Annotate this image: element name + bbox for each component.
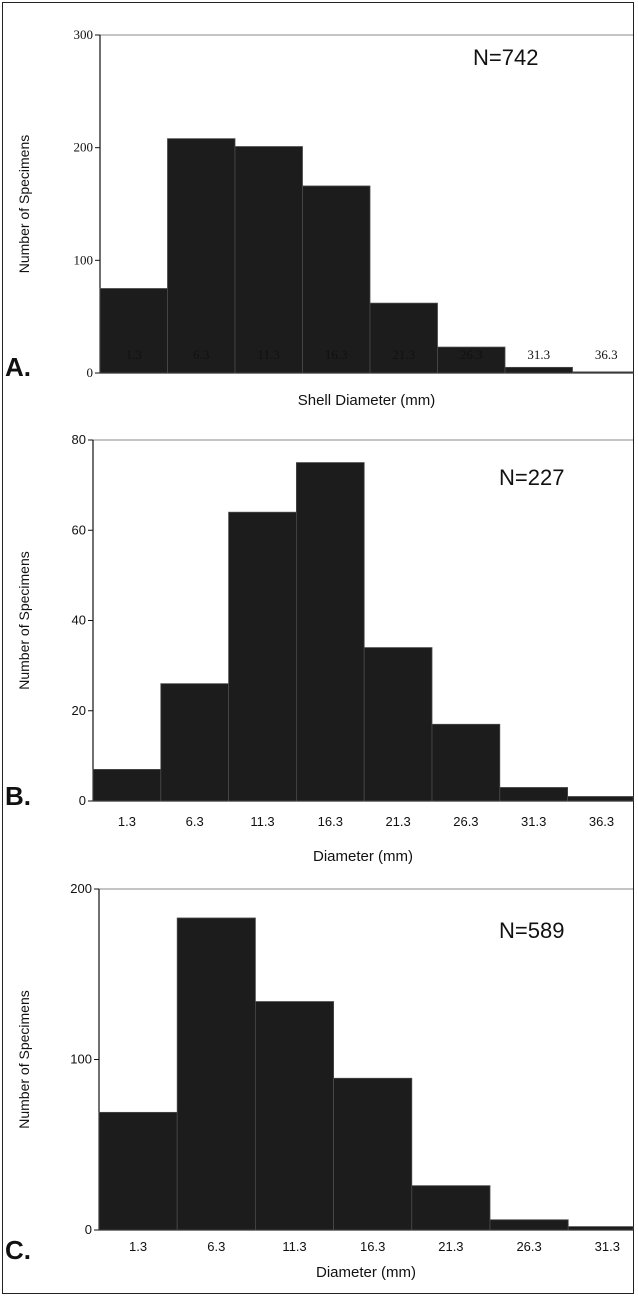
histogram-bar [411, 1185, 491, 1231]
y-tick-label: 40 [72, 613, 86, 628]
x-tick-label: 11.3 [282, 1239, 306, 1254]
histogram-bar [92, 769, 162, 802]
x-tick-label: 6.3 [186, 814, 204, 829]
histogram-bar [254, 1001, 334, 1231]
y-tick-label: 200 [74, 140, 94, 155]
x-tick-label: 16.3 [325, 347, 348, 362]
x-tick-label: 11.3 [250, 814, 274, 829]
panel-letter: C. [5, 1235, 31, 1265]
x-tick-label: 21.3 [438, 1239, 463, 1254]
y-tick-label: 100 [74, 252, 94, 267]
x-axis-label: Diameter (mm) [313, 848, 413, 865]
x-tick-label: 1.3 [126, 347, 142, 362]
y-tick-label: 60 [72, 522, 86, 537]
panel-letter: B. [5, 781, 31, 811]
y-tick-label: 100 [70, 1052, 92, 1067]
x-tick-label: 21.3 [392, 347, 415, 362]
y-tick-label: 80 [72, 432, 86, 447]
sample-size-label: N=742 [473, 45, 538, 70]
histogram-bar [363, 647, 433, 802]
histogram-bar [504, 366, 573, 374]
panel-letter: A. [5, 352, 31, 382]
y-axis-label: Number of Specimens [16, 551, 32, 690]
histogram-bar [228, 511, 297, 802]
y-tick-label: 20 [72, 703, 86, 718]
x-tick-label: 31.3 [521, 814, 546, 829]
sample-size-label: N=227 [499, 465, 564, 490]
y-tick-label: 300 [74, 27, 94, 42]
x-tick-label: 36.3 [595, 347, 618, 362]
x-tick-label: 6.3 [193, 347, 209, 362]
x-tick-label: 1.3 [118, 814, 136, 829]
y-tick-label: 0 [79, 793, 86, 808]
x-tick-label: 6.3 [207, 1239, 225, 1254]
x-tick-label: 26.3 [516, 1239, 541, 1254]
histogram-bar [302, 185, 371, 374]
x-tick-label: 16.3 [318, 814, 343, 829]
histogram-bar [567, 1226, 634, 1231]
x-tick-label: 26.3 [453, 814, 478, 829]
x-axis-label: Diameter (mm) [316, 1264, 416, 1281]
y-tick-label: 200 [70, 881, 92, 896]
x-tick-label: 11.3 [258, 347, 280, 362]
histogram-bar [431, 723, 501, 802]
x-axis-label: Shell Diameter (mm) [298, 392, 436, 409]
x-tick-label: 26.3 [460, 347, 483, 362]
y-axis-label: Number of Specimens [16, 135, 32, 274]
histogram-bar [295, 462, 365, 802]
sample-size-label: N=589 [499, 918, 564, 943]
x-tick-label: 1.3 [129, 1239, 147, 1254]
x-tick-label: 21.3 [385, 814, 410, 829]
histogram-bar [160, 683, 230, 802]
histogram-bar [98, 1111, 178, 1231]
x-tick-label: 31.3 [527, 347, 550, 362]
histogram-bar [369, 302, 438, 374]
x-tick-label: 16.3 [360, 1239, 385, 1254]
x-tick-label: 31.3 [595, 1239, 620, 1254]
histogram-bar [572, 371, 634, 374]
histogram-bar [437, 346, 506, 374]
histogram-bar [567, 796, 634, 802]
y-tick-label: 0 [85, 1222, 92, 1237]
histogram-bar [489, 1219, 569, 1231]
x-tick-label: 36.3 [589, 814, 614, 829]
histogram-bar [234, 146, 303, 374]
histogram-bar [499, 787, 568, 802]
histogram-bar [167, 138, 236, 374]
y-tick-label: 0 [87, 365, 94, 380]
y-axis-label: Number of Specimens [16, 990, 32, 1129]
histogram-bar [176, 917, 256, 1231]
histogram-bar [99, 288, 168, 374]
histogram-bar [333, 1077, 413, 1231]
